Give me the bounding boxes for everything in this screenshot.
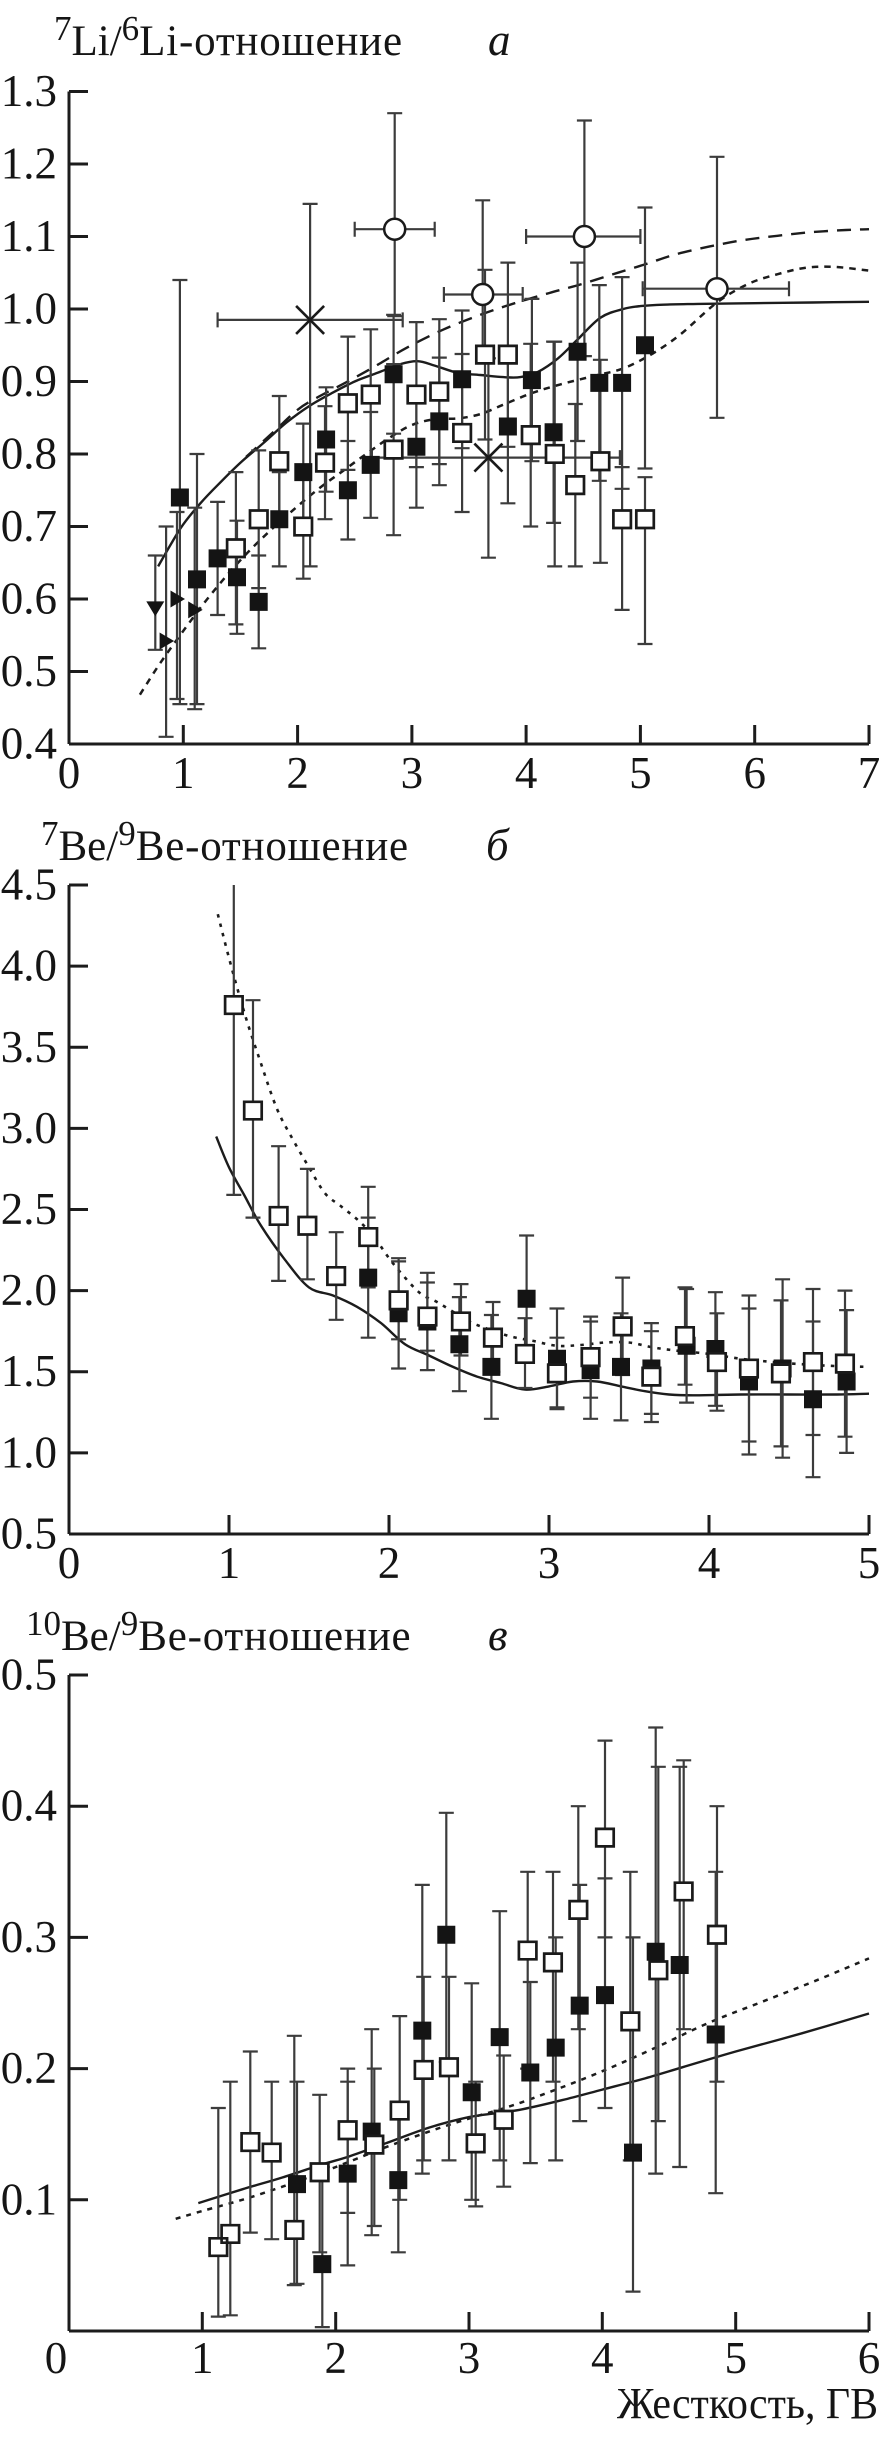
svg-text:10Be/9Be-отношение: 10Be/9Be-отношение xyxy=(26,1604,411,1660)
svg-text:1: 1 xyxy=(191,2333,214,2383)
svg-text:0.1: 0.1 xyxy=(1,2174,57,2224)
svg-text:5: 5 xyxy=(629,748,652,798)
svg-text:2.5: 2.5 xyxy=(1,1184,57,1234)
svg-text:2: 2 xyxy=(324,2333,347,2383)
svg-text:0.6: 0.6 xyxy=(1,574,57,624)
svg-text:1.1: 1.1 xyxy=(1,211,57,261)
svg-text:0: 0 xyxy=(58,748,81,798)
svg-text:2: 2 xyxy=(378,1538,401,1588)
svg-text:5: 5 xyxy=(858,1538,881,1588)
svg-text:2.0: 2.0 xyxy=(1,1265,57,1315)
svg-text:3: 3 xyxy=(538,1538,561,1588)
svg-text:в: в xyxy=(488,1610,508,1660)
svg-text:1.5: 1.5 xyxy=(1,1346,57,1396)
svg-text:4: 4 xyxy=(591,2333,614,2383)
svg-text:4: 4 xyxy=(515,748,538,798)
svg-text:7Be/9Be-отношение: 7Be/9Be-отношение xyxy=(41,814,409,870)
svg-text:0: 0 xyxy=(45,2333,68,2383)
svg-text:1.0: 1.0 xyxy=(1,284,57,334)
svg-text:0.4: 0.4 xyxy=(1,1781,57,1831)
svg-text:4: 4 xyxy=(698,1538,721,1588)
svg-text:0: 0 xyxy=(58,1538,81,1588)
svg-text:0.5: 0.5 xyxy=(1,646,57,696)
svg-text:0.4: 0.4 xyxy=(1,719,57,769)
svg-text:а: а xyxy=(488,15,511,65)
svg-text:5: 5 xyxy=(724,2333,747,2383)
svg-text:3: 3 xyxy=(401,748,424,798)
svg-text:3: 3 xyxy=(458,2333,481,2383)
svg-text:0.7: 0.7 xyxy=(1,501,57,551)
svg-text:0.5: 0.5 xyxy=(1,1650,57,1700)
svg-text:0.3: 0.3 xyxy=(1,1912,57,1962)
svg-text:7: 7 xyxy=(858,748,881,798)
svg-text:6: 6 xyxy=(858,2333,881,2383)
svg-text:0.2: 0.2 xyxy=(1,2043,57,2093)
svg-text:3.0: 3.0 xyxy=(1,1103,57,1153)
svg-text:0.8: 0.8 xyxy=(1,429,57,479)
svg-text:6: 6 xyxy=(743,748,766,798)
svg-text:1.0: 1.0 xyxy=(1,1427,57,1477)
svg-text:1: 1 xyxy=(218,1538,241,1588)
svg-text:4.0: 4.0 xyxy=(1,941,57,991)
svg-text:0.5: 0.5 xyxy=(1,1509,57,1559)
svg-text:4.5: 4.5 xyxy=(1,860,57,910)
svg-text:2: 2 xyxy=(286,748,309,798)
svg-text:1.3: 1.3 xyxy=(1,66,57,116)
svg-text:0.9: 0.9 xyxy=(1,356,57,406)
svg-text:3.5: 3.5 xyxy=(1,1022,57,1072)
svg-text:б: б xyxy=(486,820,510,870)
svg-text:1: 1 xyxy=(172,748,195,798)
svg-text:1.2: 1.2 xyxy=(1,139,57,189)
svg-text:7Li/6Li-отношение: 7Li/6Li-отношение xyxy=(54,9,403,65)
svg-text:Жесткость, ГВ: Жесткость, ГВ xyxy=(617,2379,878,2428)
